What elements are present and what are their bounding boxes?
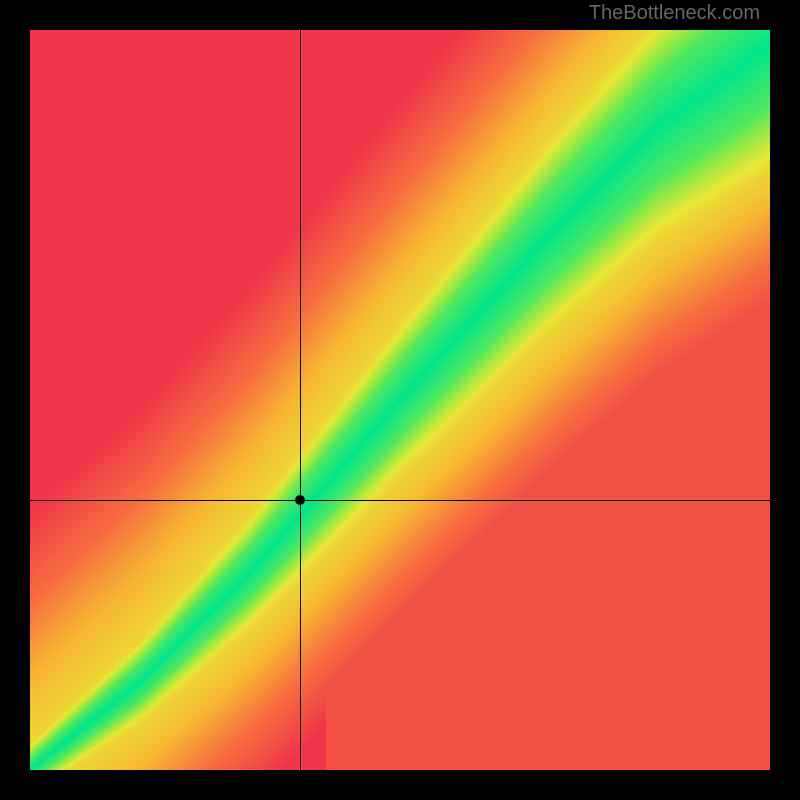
- crosshair-horizontal: [30, 500, 770, 501]
- heatmap-canvas: [30, 30, 770, 770]
- plot-area: [30, 30, 770, 770]
- marker-dot: [295, 495, 305, 505]
- watermark-text: TheBottleneck.com: [589, 2, 760, 25]
- crosshair-vertical: [300, 30, 301, 770]
